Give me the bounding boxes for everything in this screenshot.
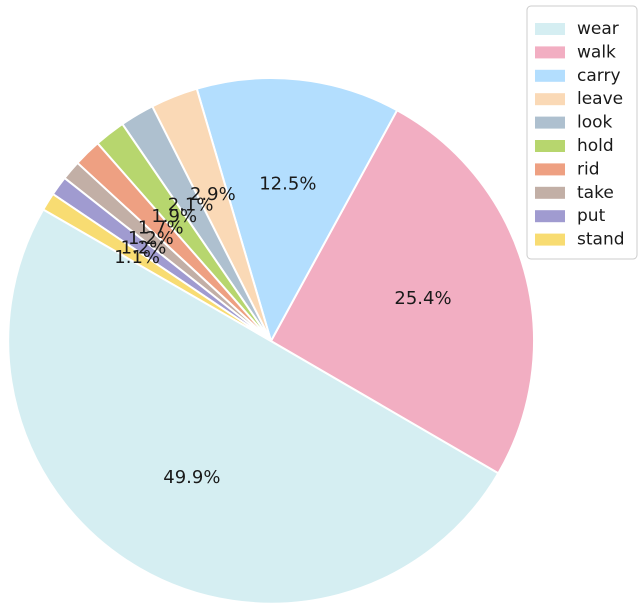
- legend-label-walk: walk: [577, 42, 616, 62]
- legend-label-carry: carry: [577, 66, 621, 86]
- percentage-labels: 49.9% 25.4% 12.5% 2.9%2.1%1.9%1.7%1.2%1.2%1…: [114, 174, 451, 488]
- legend-swatch-rid: [535, 163, 565, 176]
- pie-slice-stand: [42, 193, 272, 342]
- pct-label-hold: 1.9%: [151, 206, 197, 227]
- pct-label-wear: 49.9%: [163, 467, 220, 488]
- pct-label-stand: 1.1%: [114, 247, 160, 268]
- legend-label-take: take: [577, 183, 614, 203]
- legend-label-rid: rid: [577, 159, 600, 179]
- legend-swatch-wear: [535, 23, 565, 35]
- pie-slices: [7, 77, 535, 605]
- legend-label-hold: hold: [577, 136, 614, 156]
- pct-label-rid: 1.7%: [138, 218, 184, 239]
- legend-swatch-stand: [535, 233, 565, 246]
- pct-label-take: 1.2%: [128, 228, 174, 249]
- pct-label-put: 1.2%: [121, 237, 167, 258]
- pct-label-walk: 25.4%: [394, 288, 451, 309]
- pie-slice-walk: [270, 109, 535, 475]
- legend-swatch-look: [535, 116, 565, 129]
- legend-swatch-leave: [535, 93, 565, 106]
- legend-label-put: put: [577, 206, 606, 226]
- legend-swatch-hold: [535, 140, 565, 152]
- legend-label-look: look: [577, 113, 613, 133]
- legend-swatch-carry: [535, 69, 565, 82]
- legend-label-leave: leave: [577, 89, 623, 109]
- pct-label-carry: 12.5%: [259, 174, 316, 195]
- legend-label-stand: stand: [577, 230, 625, 250]
- legend-swatch-put: [535, 210, 565, 223]
- pie-slice-carry: [195, 77, 399, 342]
- pie-slice-wear: [7, 208, 500, 605]
- pct-label-leave: 2.9%: [190, 184, 236, 205]
- legend-swatch-take: [535, 186, 565, 199]
- legend-swatch-walk: [535, 46, 565, 59]
- pct-label-look: 2.1%: [168, 195, 214, 216]
- legend-label-wear: wear: [577, 19, 619, 39]
- legend: wear walk carry leave look hold rid take put stan…: [526, 5, 638, 260]
